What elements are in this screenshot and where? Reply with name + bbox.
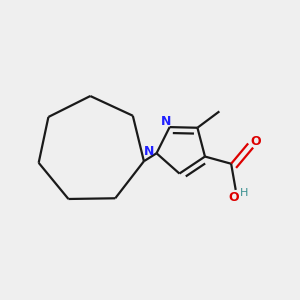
Text: O: O [229,191,239,204]
Text: N: N [161,115,172,128]
Text: N: N [144,146,154,158]
Text: H: H [239,188,248,198]
Text: O: O [250,135,261,148]
